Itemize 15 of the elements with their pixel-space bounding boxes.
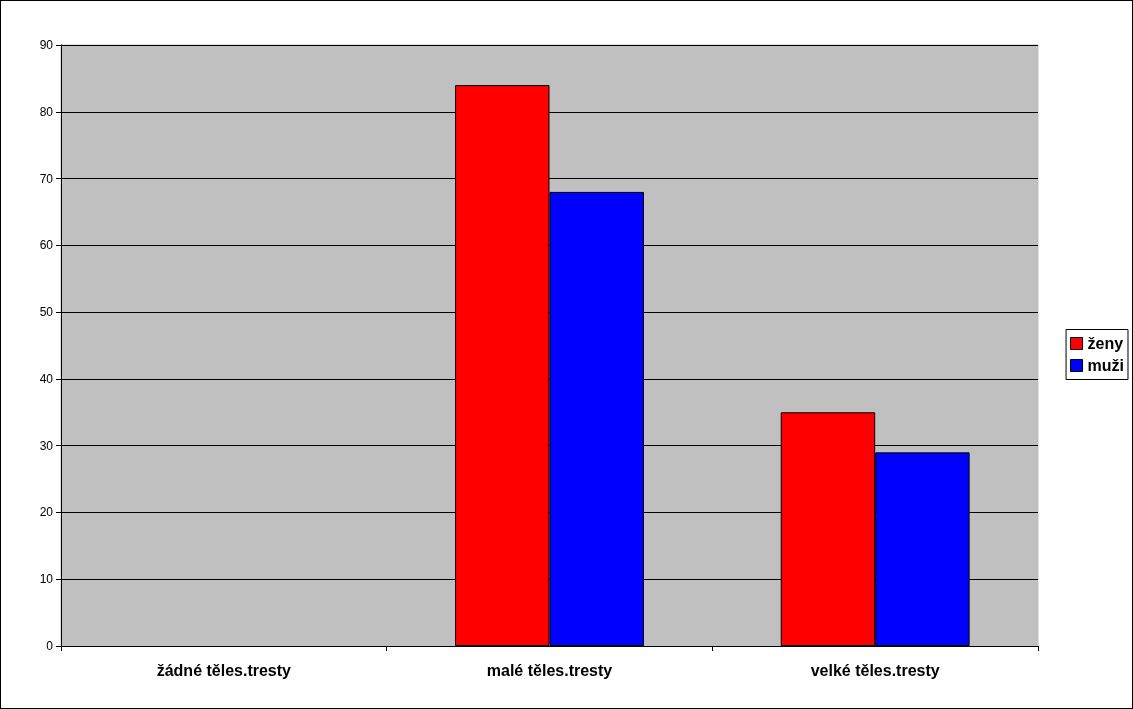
x-tick-label: malé těles.tresty bbox=[486, 661, 613, 679]
y-tick-label: 0 bbox=[46, 639, 54, 653]
x-tick-label: žádné těles.tresty bbox=[156, 661, 292, 679]
y-tick-label: 90 bbox=[39, 38, 54, 52]
y-tick-label: 30 bbox=[39, 438, 54, 453]
legend-label: ženy bbox=[1087, 335, 1124, 352]
y-tick-label: 40 bbox=[39, 371, 54, 386]
y-tick-label: 80 bbox=[39, 104, 54, 119]
legend-label: muži bbox=[1087, 357, 1125, 374]
y-tick-label: 50 bbox=[39, 305, 54, 320]
y-tick-label: 10 bbox=[39, 572, 54, 587]
y-tick-label: 70 bbox=[39, 171, 54, 186]
x-tick-label: velké těles.tresty bbox=[810, 661, 940, 679]
y-tick-label: 20 bbox=[39, 505, 54, 520]
y-tick-label: 60 bbox=[39, 238, 54, 253]
